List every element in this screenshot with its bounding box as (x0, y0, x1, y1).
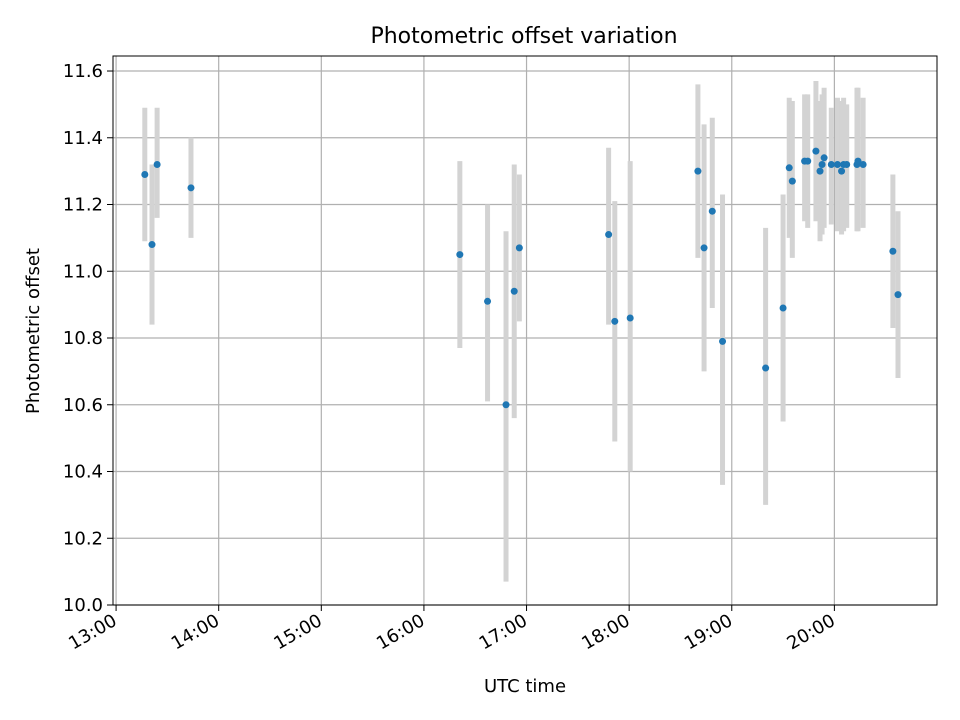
data-point (484, 297, 492, 305)
data-point (838, 167, 846, 175)
data-point (141, 170, 149, 178)
data-point (605, 231, 613, 239)
data-point (785, 164, 793, 172)
data-point (762, 364, 770, 372)
data-point (153, 160, 161, 168)
data-point (859, 160, 867, 168)
y-axis-ticks: 10.0 10.2 10.4 10.6 10.8 11.0 11.2 11.4 11.6 (63, 61, 113, 616)
y-tick-label: 10.8 (63, 328, 103, 349)
data-point (708, 207, 716, 215)
data-point (700, 244, 708, 252)
plot-frame (112, 55, 938, 606)
data-point (626, 314, 634, 322)
data-point (820, 154, 828, 162)
data-point (611, 317, 619, 325)
y-tick-label: 11.0 (63, 261, 103, 282)
y-tick-label: 10.6 (63, 395, 103, 416)
data-point (779, 304, 787, 312)
x-axis-label: UTC time (484, 676, 566, 697)
data-point (843, 160, 851, 168)
data-point (816, 167, 824, 175)
data-point (510, 287, 518, 295)
data-point (889, 247, 897, 255)
y-tick-label: 10.2 (63, 528, 103, 549)
data-point (804, 157, 812, 165)
data-point (456, 251, 464, 259)
data-point (148, 241, 156, 249)
data-point (788, 177, 796, 185)
data-point (827, 160, 835, 168)
data-point (812, 147, 820, 155)
data-point (694, 167, 702, 175)
y-tick-label: 11.4 (63, 128, 103, 149)
y-tick-label: 10.4 (63, 462, 103, 483)
data-point (854, 157, 862, 165)
data-point (894, 291, 902, 299)
data-point (818, 160, 826, 168)
data-points (141, 147, 902, 409)
data-point (502, 401, 510, 409)
data-point (515, 244, 523, 252)
y-tick-label: 11.2 (63, 195, 103, 216)
y-tick-label: 11.6 (63, 61, 103, 82)
data-point (719, 337, 727, 345)
chart-title: Photometric offset variation (370, 24, 677, 49)
data-point (833, 160, 841, 168)
y-tick-label: 10.0 (63, 595, 103, 616)
data-point (187, 184, 195, 192)
y-axis-label: Photometric offset (23, 248, 44, 414)
